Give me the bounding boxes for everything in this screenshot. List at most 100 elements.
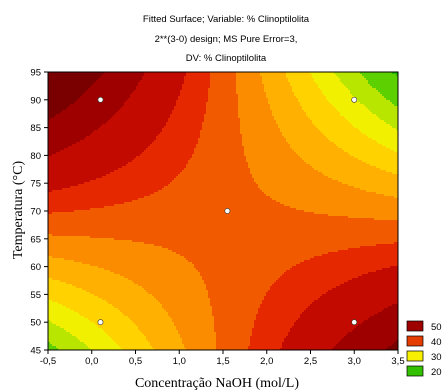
- contour-cell: [82, 306, 85, 309]
- contour-cell: [48, 84, 51, 87]
- contour-cell: [56, 244, 59, 247]
- contour-cell: [108, 82, 111, 85]
- contour-cell: [114, 204, 117, 207]
- contour-cell: [96, 312, 99, 315]
- contour-cell: [76, 322, 79, 325]
- contour-cell: [80, 314, 83, 317]
- contour-cell: [50, 190, 53, 193]
- contour-cell: [90, 196, 93, 199]
- contour-cell: [100, 200, 103, 203]
- contour-cell: [102, 288, 105, 291]
- contour-cell: [74, 72, 77, 75]
- contour-cell: [92, 258, 95, 261]
- contour-cell: [110, 320, 113, 323]
- contour-cell: [52, 94, 55, 97]
- contour-cell: [96, 132, 99, 135]
- contour-cell: [110, 78, 113, 81]
- contour-cell: [112, 262, 115, 265]
- contour-cell: [108, 244, 111, 247]
- contour-cell: [68, 182, 71, 185]
- contour-cell: [82, 260, 85, 263]
- contour-cell: [72, 148, 75, 151]
- contour-cell: [68, 236, 71, 239]
- contour-cell: [108, 292, 111, 295]
- contour-cell: [64, 200, 67, 203]
- contour-cell: [76, 168, 79, 171]
- contour-cell: [82, 148, 85, 151]
- contour-cell: [72, 340, 75, 343]
- contour-cell: [90, 152, 93, 155]
- contour-cell: [62, 154, 65, 157]
- contour-cell: [98, 342, 101, 345]
- contour-cell: [104, 74, 107, 77]
- contour-cell: [58, 152, 61, 155]
- contour-cell: [50, 334, 53, 337]
- contour-cell: [70, 226, 73, 229]
- contour-cell: [84, 168, 87, 171]
- contour-cell: [98, 116, 101, 119]
- contour-cell: [66, 86, 69, 89]
- contour-cell: [114, 328, 117, 331]
- contour-cell: [118, 270, 121, 273]
- contour-cell: [98, 222, 101, 225]
- contour-cell: [54, 78, 57, 81]
- contour-cell: [100, 332, 103, 335]
- contour-cell: [82, 278, 85, 281]
- contour-cell: [112, 318, 115, 321]
- contour-cell: [84, 152, 87, 155]
- contour-cell: [86, 216, 89, 219]
- contour-cell: [118, 310, 121, 313]
- contour-cell: [114, 186, 117, 189]
- contour-cell: [78, 120, 81, 123]
- contour-cell: [58, 278, 61, 281]
- contour-cell: [76, 74, 79, 77]
- contour-cell: [90, 114, 93, 117]
- contour-cell: [88, 338, 91, 341]
- contour-cell: [94, 200, 97, 203]
- contour-cell: [82, 246, 85, 249]
- contour-cell: [86, 278, 89, 281]
- contour-cell: [52, 294, 55, 297]
- contour-cell: [106, 272, 109, 275]
- contour-cell: [66, 240, 69, 243]
- contour-cell: [70, 246, 73, 249]
- contour-cell: [104, 290, 107, 293]
- contour-cell: [84, 172, 87, 175]
- contour-cell: [112, 314, 115, 317]
- contour-cell: [70, 304, 73, 307]
- contour-cell: [82, 248, 85, 251]
- contour-cell: [62, 340, 65, 343]
- contour-cell: [72, 120, 75, 123]
- contour-cell: [108, 174, 111, 177]
- contour-cell: [100, 72, 103, 75]
- contour-cell: [52, 110, 55, 113]
- contour-cell: [96, 316, 99, 319]
- contour-cell: [80, 194, 83, 197]
- contour-cell: [80, 254, 83, 257]
- contour-cell: [86, 212, 89, 215]
- contour-cell: [110, 112, 113, 115]
- contour-cell: [94, 262, 97, 265]
- contour-cell: [94, 320, 97, 323]
- contour-cell: [60, 196, 63, 199]
- contour-cell: [70, 280, 73, 283]
- contour-cell: [88, 288, 91, 291]
- contour-cell: [94, 170, 97, 173]
- contour-cell: [112, 138, 115, 141]
- contour-cell: [56, 198, 59, 201]
- contour-cell: [96, 84, 99, 87]
- contour-cell: [106, 252, 109, 255]
- contour-cell: [110, 282, 113, 285]
- contour-cell: [98, 308, 101, 311]
- contour-cell: [56, 94, 59, 97]
- contour-cell: [98, 196, 101, 199]
- contour-cell: [82, 228, 85, 231]
- contour-cell: [48, 218, 51, 221]
- contour-cell: [100, 156, 103, 159]
- contour-cell: [82, 194, 85, 197]
- contour-cell: [66, 316, 69, 319]
- contour-cell: [90, 112, 93, 115]
- contour-cell: [68, 178, 71, 181]
- contour-cell: [48, 266, 51, 269]
- contour-cell: [88, 172, 91, 175]
